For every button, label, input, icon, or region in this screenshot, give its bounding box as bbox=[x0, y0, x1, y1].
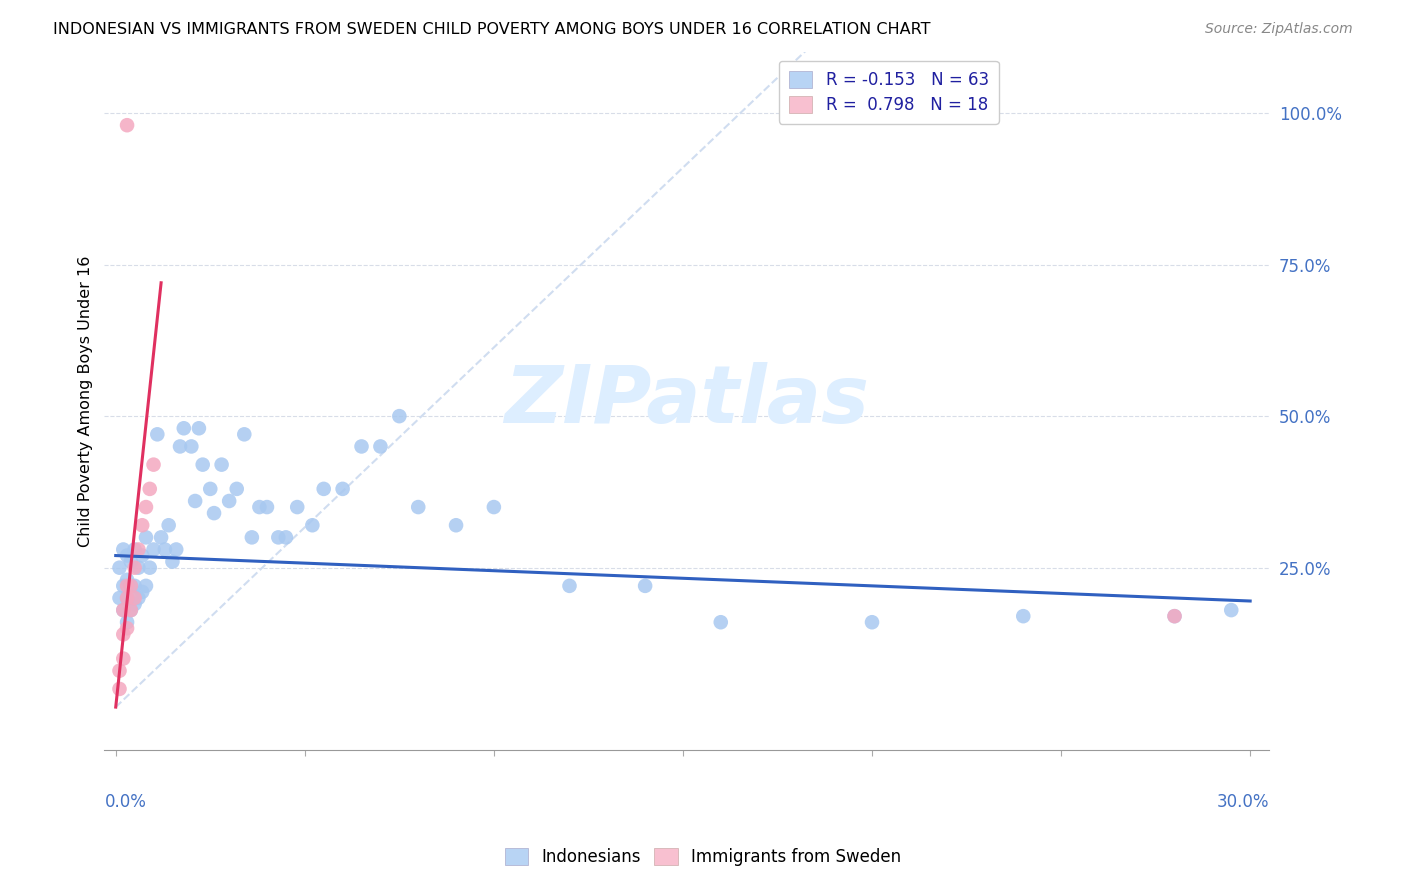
Point bbox=[256, 500, 278, 514]
Point bbox=[150, 530, 173, 544]
Point bbox=[634, 579, 657, 593]
Point bbox=[127, 542, 149, 557]
Point bbox=[131, 518, 153, 533]
Point bbox=[108, 681, 131, 696]
Point bbox=[131, 549, 153, 563]
Point bbox=[860, 615, 883, 630]
Point bbox=[131, 585, 153, 599]
Text: INDONESIAN VS IMMIGRANTS FROM SWEDEN CHILD POVERTY AMONG BOYS UNDER 16 CORRELATI: INDONESIAN VS IMMIGRANTS FROM SWEDEN CHI… bbox=[53, 22, 931, 37]
Point bbox=[1163, 609, 1185, 624]
Point bbox=[558, 579, 581, 593]
Point bbox=[180, 440, 202, 454]
Y-axis label: Child Poverty Among Boys Under 16: Child Poverty Among Boys Under 16 bbox=[79, 255, 93, 547]
Text: Source: ZipAtlas.com: Source: ZipAtlas.com bbox=[1205, 22, 1353, 37]
Point bbox=[124, 591, 146, 605]
Point bbox=[139, 482, 162, 496]
Point bbox=[142, 458, 165, 472]
Point bbox=[124, 542, 146, 557]
Point bbox=[120, 579, 142, 593]
Point bbox=[406, 500, 429, 514]
Point bbox=[127, 591, 149, 605]
Text: 30.0%: 30.0% bbox=[1216, 793, 1270, 811]
Point bbox=[115, 573, 138, 587]
Point bbox=[108, 664, 131, 678]
Point bbox=[115, 118, 138, 132]
Point bbox=[115, 579, 138, 593]
Point bbox=[240, 530, 263, 544]
Point bbox=[112, 603, 135, 617]
Point bbox=[285, 500, 308, 514]
Point bbox=[115, 549, 138, 563]
Point bbox=[482, 500, 505, 514]
Point bbox=[124, 597, 146, 611]
Point bbox=[218, 494, 240, 508]
Point bbox=[200, 482, 222, 496]
Point bbox=[211, 458, 233, 472]
Point bbox=[225, 482, 247, 496]
Point bbox=[173, 421, 195, 435]
Point bbox=[153, 542, 176, 557]
Point bbox=[112, 603, 135, 617]
Point bbox=[191, 458, 214, 472]
Point bbox=[202, 506, 225, 520]
Point bbox=[184, 494, 207, 508]
Point bbox=[135, 579, 157, 593]
Point bbox=[1012, 609, 1035, 624]
Point bbox=[249, 500, 271, 514]
Point bbox=[112, 542, 135, 557]
Point bbox=[115, 621, 138, 635]
Point bbox=[233, 427, 256, 442]
Point bbox=[115, 591, 138, 605]
Point bbox=[157, 518, 180, 533]
Point bbox=[162, 555, 184, 569]
Point bbox=[120, 603, 142, 617]
Point bbox=[112, 651, 135, 665]
Point bbox=[444, 518, 467, 533]
Point bbox=[388, 409, 411, 424]
Point bbox=[1220, 603, 1243, 617]
Point bbox=[135, 530, 157, 544]
Point bbox=[710, 615, 733, 630]
Point bbox=[112, 579, 135, 593]
Point bbox=[124, 560, 146, 574]
Point bbox=[1163, 609, 1185, 624]
Point bbox=[112, 627, 135, 641]
Point bbox=[115, 615, 138, 630]
Point bbox=[120, 555, 142, 569]
Point bbox=[146, 427, 169, 442]
Point bbox=[120, 603, 142, 617]
Point bbox=[127, 560, 149, 574]
Point bbox=[165, 542, 187, 557]
Point bbox=[135, 500, 157, 514]
Point bbox=[169, 440, 191, 454]
Point bbox=[267, 530, 290, 544]
Point bbox=[108, 591, 131, 605]
Point bbox=[115, 591, 138, 605]
Point bbox=[350, 440, 373, 454]
Point bbox=[187, 421, 209, 435]
Point bbox=[370, 440, 392, 454]
Point bbox=[301, 518, 323, 533]
Point bbox=[120, 579, 142, 593]
Point bbox=[139, 560, 162, 574]
Point bbox=[108, 560, 131, 574]
Text: ZIPatlas: ZIPatlas bbox=[505, 362, 869, 440]
Legend: R = -0.153   N = 63, R =  0.798   N = 18: R = -0.153 N = 63, R = 0.798 N = 18 bbox=[779, 61, 998, 124]
Point bbox=[312, 482, 335, 496]
Point bbox=[142, 542, 165, 557]
Point bbox=[274, 530, 297, 544]
Point bbox=[332, 482, 354, 496]
Text: 0.0%: 0.0% bbox=[104, 793, 146, 811]
Legend: Indonesians, Immigrants from Sweden: Indonesians, Immigrants from Sweden bbox=[498, 841, 908, 873]
Point bbox=[124, 579, 146, 593]
